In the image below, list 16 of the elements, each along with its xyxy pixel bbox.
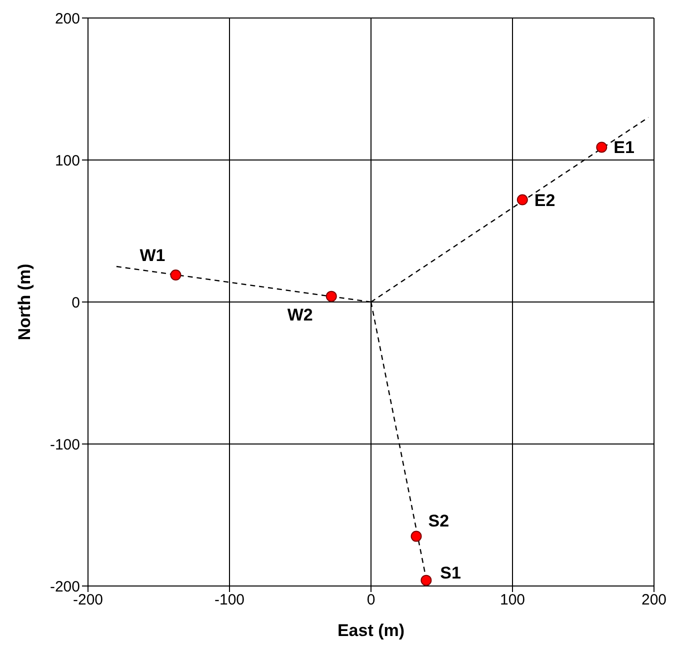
y-tick-label: 0 (72, 294, 80, 312)
annotation: E2 (534, 190, 556, 210)
x-tick-label: 0 (366, 592, 376, 609)
x-tick-label: 200 (641, 592, 667, 609)
y-tick-label: 200 (54, 10, 80, 28)
y-tick-label: 100 (54, 152, 80, 170)
x-axis-title: East (m) (337, 621, 405, 640)
x-tick-label: 100 (500, 592, 526, 609)
annotation: W1 (140, 246, 166, 266)
y-tick-label: -100 (50, 436, 80, 454)
annotation: S1 (440, 563, 461, 582)
x-tick-label: -100 (214, 592, 245, 609)
annotation: W2 (287, 305, 313, 324)
y-axis-title: North (m) (15, 264, 34, 340)
annotation: S2 (428, 511, 450, 530)
annotation: E1 (614, 138, 634, 158)
